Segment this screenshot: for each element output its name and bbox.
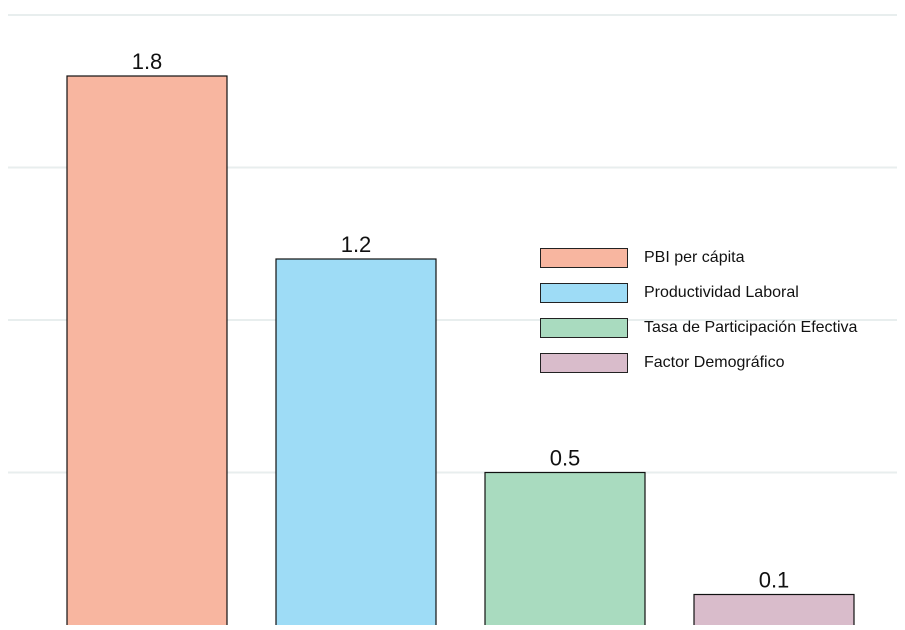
legend-label-tasa-de-participacion-efectiva: Tasa de Participación Efectiva — [644, 319, 858, 336]
bar-1 — [66, 75, 228, 628]
bar-value-label-1: 1.8 — [132, 49, 163, 74]
legend-label-pbi-per-capita: PBI per cápita — [644, 249, 745, 266]
bar-value-label-4: 0.1 — [759, 568, 790, 593]
data-labels: 1.8 1.2 0.5 0.1 — [132, 49, 790, 593]
bar-4 — [693, 593, 855, 628]
legend-item-pbi-per-capita: PBI per cápita — [540, 246, 900, 270]
legend-label-productividad-laboral: Productividad Laboral — [644, 284, 799, 301]
legend-item-productividad-laboral: Productividad Laboral — [540, 281, 900, 305]
legend-swatch-productividad-laboral — [540, 283, 628, 303]
bar-3 — [484, 471, 646, 628]
legend: PBI per cápita Productividad Laboral Tas… — [540, 246, 900, 386]
bar-2 — [275, 258, 437, 628]
bar-value-label-2: 1.2 — [341, 232, 372, 257]
legend-label-factor-demografico: Factor Demográfico — [644, 354, 785, 371]
legend-item-factor-demografico: Factor Demográfico — [540, 351, 900, 375]
bar-value-label-3: 0.5 — [550, 446, 581, 471]
legend-swatch-tasa-de-participacion-efectiva — [540, 318, 628, 338]
legend-swatch-factor-demografico — [540, 353, 628, 373]
legend-swatch-pbi-per-capita — [540, 248, 628, 268]
legend-item-tasa-de-participacion-efectiva: Tasa de Participación Efectiva — [540, 316, 900, 340]
